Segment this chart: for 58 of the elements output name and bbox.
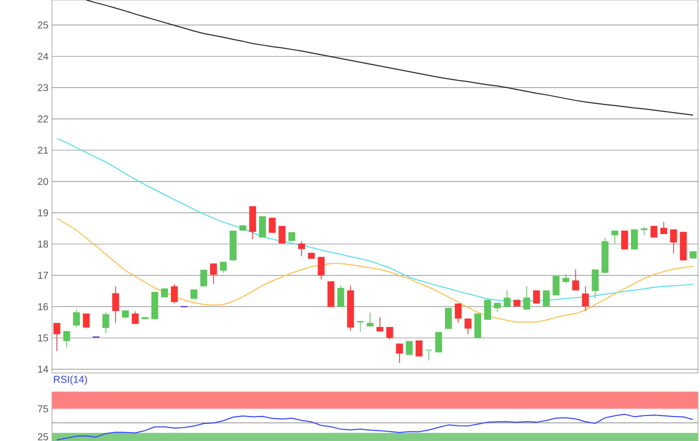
candlestick	[552, 276, 560, 296]
y-tick-label: 14	[38, 366, 48, 373]
candlestick	[356, 320, 364, 332]
candlestick	[572, 269, 580, 291]
y-tick-label: 16	[38, 303, 48, 310]
candlestick	[376, 316, 384, 332]
candlestick	[611, 230, 618, 244]
candlestick	[592, 269, 599, 299]
candlestick	[318, 256, 325, 280]
y-tick-label: 15	[38, 334, 48, 342]
y-tick-label: 25	[38, 22, 48, 29]
y-tick-label: 20	[38, 178, 48, 186]
candlestick	[73, 309, 80, 328]
y-tick-label: 75	[38, 405, 48, 412]
y-tick-label: 17	[38, 272, 48, 279]
candlestick	[53, 322, 60, 352]
chart-title: RSI(14)	[54, 376, 87, 385]
candlestick	[337, 285, 344, 308]
candlestick	[366, 312, 374, 327]
candlestick	[112, 286, 120, 324]
candlestick	[102, 312, 110, 334]
candlestick	[504, 290, 511, 308]
candlestick	[464, 318, 472, 335]
candlestick	[660, 221, 668, 234]
candlestick	[132, 310, 139, 324]
candlestick	[63, 330, 70, 348]
candlestick	[416, 340, 422, 357]
candlestick	[200, 269, 208, 287]
candlestick	[562, 274, 570, 284]
candlestick	[621, 230, 628, 250]
line-series	[56, 414, 694, 440]
y-tick-label: 18	[38, 240, 48, 248]
y-tick-label: 25	[38, 433, 48, 440]
candlestick	[630, 228, 638, 250]
candlestick	[170, 284, 178, 304]
candlestick	[82, 313, 90, 328]
candlestick	[444, 308, 452, 330]
candlestick	[278, 226, 286, 244]
candlestick	[582, 286, 589, 312]
y-tick-label: 24	[38, 52, 48, 60]
candlestick	[386, 326, 394, 340]
candlestick	[259, 216, 266, 238]
candlestick	[298, 240, 306, 257]
candlestick	[161, 287, 168, 298]
candlestick	[396, 343, 403, 364]
candlestick	[406, 340, 413, 356]
y-tick-label: 23	[38, 84, 48, 92]
candlestick	[670, 228, 677, 254]
y-tick-label: 19	[38, 209, 48, 216]
candlestick	[454, 303, 462, 324]
candlestick	[484, 299, 491, 320]
y-tick-label: 22	[38, 115, 48, 122]
candlestick	[268, 217, 276, 234]
candlestick	[523, 286, 530, 310]
y-tick-label: 21	[38, 146, 48, 154]
candlestick	[210, 263, 217, 284]
candlestick	[435, 332, 442, 353]
candlestick	[542, 290, 550, 307]
